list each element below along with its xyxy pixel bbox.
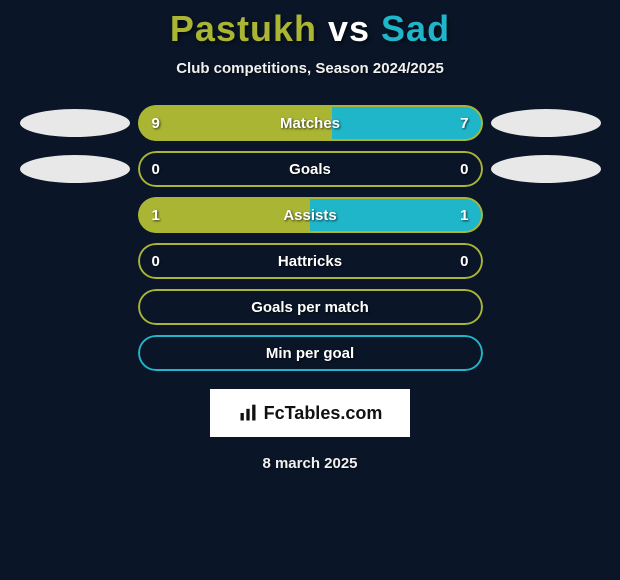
stat-value-player1: 1	[152, 207, 160, 224]
stat-value-player1: 0	[152, 253, 160, 270]
subtitle: Club competitions, Season 2024/2025	[176, 60, 444, 77]
stat-row: Min per goal	[12, 335, 609, 371]
title-vs: vs	[328, 8, 370, 49]
stat-label: Hattricks	[278, 253, 342, 270]
brand-badge: FcTables.com	[210, 389, 410, 437]
player2-avatar-placeholder	[491, 155, 601, 183]
stat-bar: 9 Matches 7	[138, 105, 483, 141]
stat-value-player2: 0	[460, 253, 468, 270]
bar-chart-icon	[238, 403, 258, 423]
player1-avatar-placeholder	[20, 109, 130, 137]
stat-bar: 0 Hattricks 0	[138, 243, 483, 279]
stat-bar: 1 Assists 1	[138, 197, 483, 233]
page-title: Pastukh vs Sad	[170, 8, 450, 50]
stat-row: 0 Goals 0	[12, 151, 609, 187]
stat-row: 0 Hattricks 0	[12, 243, 609, 279]
stat-value-player1: 9	[152, 115, 160, 132]
stat-value-player2: 7	[460, 115, 468, 132]
stat-value-player2: 1	[460, 207, 468, 224]
stat-label: Matches	[280, 115, 340, 132]
stat-row: Goals per match	[12, 289, 609, 325]
player1-avatar-placeholder	[20, 155, 130, 183]
player2-avatar-placeholder	[491, 109, 601, 137]
stat-label: Min per goal	[266, 345, 354, 362]
stats-list: 9 Matches 7 0 Goals 0 1 Assists 1 0 Hattricks 0 Goal…	[12, 105, 609, 381]
title-player2: Sad	[381, 8, 450, 49]
brand-text: FcTables.com	[264, 403, 383, 424]
stat-bar: 0 Goals 0	[138, 151, 483, 187]
stat-value-player1: 0	[152, 161, 160, 178]
stat-label: Assists	[283, 207, 336, 224]
footer-date: 8 march 2025	[262, 455, 357, 472]
stat-bar: Min per goal	[138, 335, 483, 371]
title-player1: Pastukh	[170, 8, 317, 49]
stat-label: Goals	[289, 161, 331, 178]
comparison-infographic: Pastukh vs Sad Club competitions, Season…	[0, 0, 620, 580]
stat-bar: Goals per match	[138, 289, 483, 325]
stat-row: 9 Matches 7	[12, 105, 609, 141]
stat-label: Goals per match	[251, 299, 369, 316]
stat-value-player2: 0	[460, 161, 468, 178]
stat-row: 1 Assists 1	[12, 197, 609, 233]
